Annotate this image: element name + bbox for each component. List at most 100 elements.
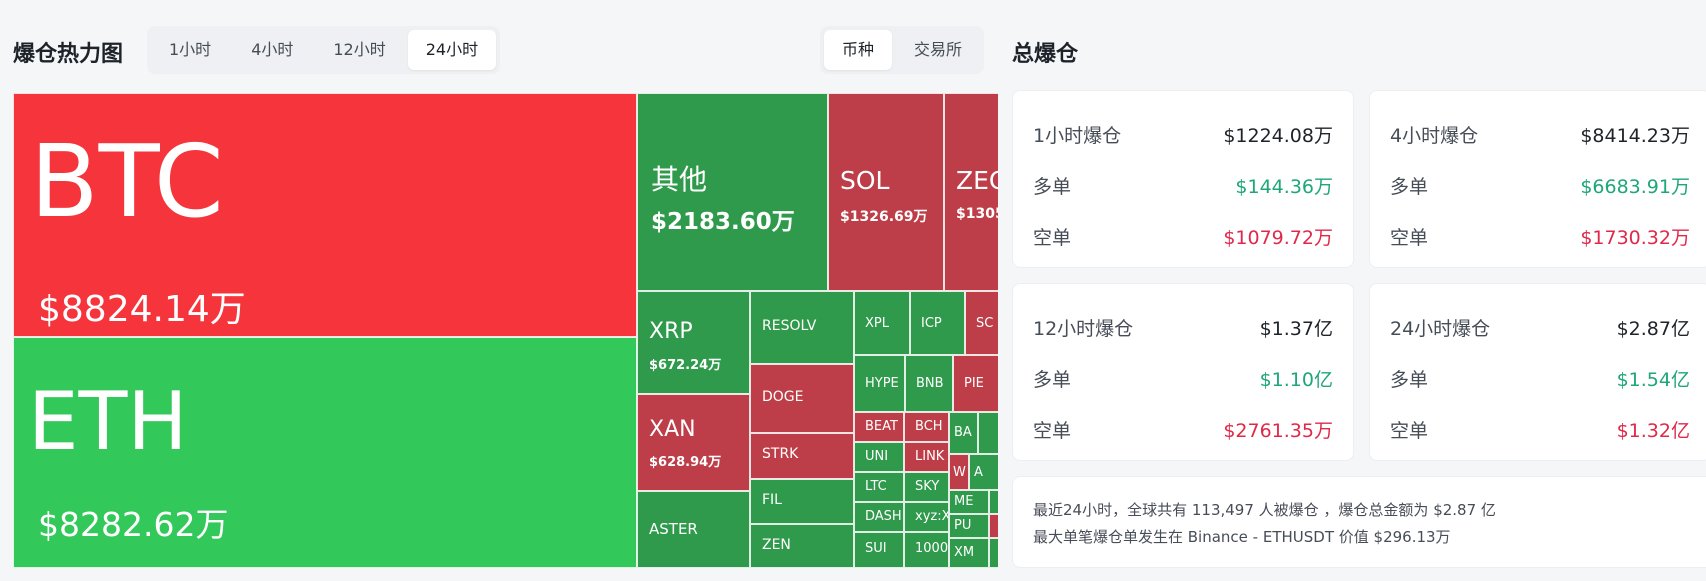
- tile-zec-symbol: ZEC: [956, 166, 998, 195]
- timeframe-12h[interactable]: 12小时: [333, 40, 386, 59]
- card-1h-total: $1224.08万: [1223, 125, 1333, 147]
- tile-ltc[interactable]: LTC: [854, 472, 904, 502]
- tile-fil[interactable]: FIL: [750, 479, 854, 524]
- tile-sky-symbol: SKY: [915, 479, 940, 494]
- card-4h-total: $8414.23万: [1580, 125, 1690, 147]
- tile-xpl[interactable]: XPL: [854, 291, 910, 355]
- tile-other-value: $2183.60万: [651, 209, 795, 235]
- tile-beat[interactable]: BEAT: [854, 412, 904, 442]
- tile-zec-value: $1305: [956, 206, 998, 222]
- tile-uni[interactable]: UNI: [854, 442, 904, 472]
- tile-me-symbol: ME: [954, 494, 974, 509]
- totals-title: 总爆仓: [1012, 42, 1079, 67]
- tile-eth[interactable]: ETH $8282.62万: [13, 337, 637, 568]
- tile-xm-symbol: XM: [954, 545, 975, 560]
- tile-btc[interactable]: BTC $8824.14万: [13, 93, 637, 337]
- card-1h-long-label: 多单: [1033, 176, 1072, 198]
- tile-icp[interactable]: ICP: [910, 291, 965, 355]
- tile-me-2[interactable]: [989, 490, 998, 514]
- tile-xyz-symbol: xyz:X: [915, 509, 949, 524]
- tile-resolv-symbol: RESOLV: [762, 318, 817, 334]
- tile-a[interactable]: A: [969, 454, 998, 490]
- card-24h-total: $2.87亿: [1616, 318, 1690, 340]
- tile-sol[interactable]: SOL $1326.69万: [828, 93, 944, 291]
- tile-zec[interactable]: ZEC $1305: [944, 93, 998, 291]
- tile-pu[interactable]: PU: [949, 514, 989, 538]
- tile-resolv[interactable]: RESOLV: [750, 291, 854, 364]
- tile-ba-symbol: BA: [954, 425, 972, 440]
- tile-xyz[interactable]: xyz:X: [904, 502, 949, 532]
- group-by-exchange[interactable]: 交易所: [914, 40, 963, 59]
- tile-w[interactable]: W: [949, 454, 969, 490]
- tile-btc-symbol: BTC: [30, 123, 224, 240]
- tile-xan-value: $628.94万: [649, 455, 722, 470]
- tile-dash[interactable]: DASH: [854, 502, 904, 532]
- tile-link-symbol: LINK: [915, 449, 945, 464]
- tile-sui[interactable]: SUI: [854, 532, 904, 568]
- tile-bnb-symbol: BNB: [916, 376, 944, 391]
- tile-ba[interactable]: BA: [949, 412, 978, 454]
- group-by-coin[interactable]: 币种: [824, 30, 893, 70]
- tile-xrp-value: $672.24万: [649, 358, 722, 373]
- liquidation-heatmap: BTC $8824.14万 ETH $8282.62万 其他 $2183.60万…: [13, 93, 998, 568]
- tile-eth-value: $8282.62万: [38, 505, 229, 544]
- tile-bch-symbol: BCH: [915, 419, 943, 434]
- card-1h-long: $144.36万: [1235, 176, 1333, 198]
- tile-other[interactable]: 其他 $2183.60万: [637, 93, 828, 291]
- tile-me[interactable]: ME: [949, 490, 989, 514]
- card-1h-short: $1079.72万: [1223, 227, 1333, 249]
- tile-beat-symbol: BEAT: [865, 419, 898, 434]
- tile-xrp[interactable]: XRP $672.24万: [637, 291, 750, 394]
- card-24h-short-label: 空单: [1390, 420, 1429, 442]
- tile-sol-symbol: SOL: [840, 166, 890, 195]
- tile-strk[interactable]: STRK: [750, 433, 854, 479]
- tile-sky[interactable]: SKY: [904, 472, 949, 502]
- card-12h-long-label: 多单: [1033, 369, 1072, 391]
- timeframe-1h[interactable]: 1小时: [169, 40, 212, 59]
- heatmap-title: 爆仓热力图: [13, 42, 124, 67]
- tile-hype[interactable]: HYPE: [854, 355, 905, 412]
- tile-w-symbol: W: [953, 465, 966, 480]
- card-4h-label: 4小时爆仓: [1390, 125, 1479, 147]
- tile-sc-symbol: SC: [976, 316, 994, 331]
- tile-hype-symbol: HYPE: [865, 376, 899, 391]
- tile-doge-symbol: DOGE: [762, 389, 804, 405]
- summary-line-1: 最近24小时，全球共有 113,497 人被爆仓 ，爆仓总金额为 $2.87 亿: [1033, 501, 1496, 519]
- tile-btc-value: $8824.14万: [38, 289, 246, 330]
- tile-bnb[interactable]: BNB: [905, 355, 953, 412]
- summary-line-2: 最大单笔爆仓单发生在 Binance - ETHUSDT 价值 $296.13万: [1033, 528, 1451, 546]
- tile-xan[interactable]: XAN $628.94万: [637, 394, 750, 491]
- tile-xm[interactable]: XM: [949, 538, 989, 568]
- tile-aster-symbol: ASTER: [649, 520, 698, 538]
- tile-dash-symbol: DASH: [865, 509, 902, 524]
- card-1h-short-label: 空单: [1033, 227, 1072, 249]
- tile-1000[interactable]: 1000: [904, 532, 949, 568]
- card-24h-long-label: 多单: [1390, 369, 1429, 391]
- tile-xrp-symbol: XRP: [649, 319, 693, 344]
- tile-ba-2[interactable]: [978, 412, 998, 454]
- tile-bch[interactable]: BCH: [904, 412, 949, 442]
- timeframe-4h[interactable]: 4小时: [251, 40, 294, 59]
- tile-link[interactable]: LINK: [904, 442, 949, 472]
- tile-aster[interactable]: ASTER: [637, 491, 750, 568]
- tile-doge[interactable]: DOGE: [750, 364, 854, 433]
- tile-pu-2[interactable]: [989, 514, 998, 538]
- card-12h-total: $1.37亿: [1259, 318, 1333, 340]
- timeframe-selector: 1小时 4小时 12小时 24小时: [147, 26, 501, 74]
- tile-sc[interactable]: SC: [965, 291, 998, 355]
- tile-zen-symbol: ZEN: [762, 537, 791, 553]
- tile-1000-symbol: 1000: [915, 541, 949, 556]
- tile-eth-symbol: ETH: [28, 375, 188, 468]
- tile-zen[interactable]: ZEN: [750, 524, 854, 568]
- timeframe-24h[interactable]: 24小时: [407, 30, 497, 70]
- card-12h: 12小时爆仓 $1.37亿 多单 $1.10亿 空单 $2761.35万: [1012, 283, 1354, 461]
- card-4h-long-label: 多单: [1390, 176, 1429, 198]
- tile-icp-symbol: ICP: [921, 316, 942, 331]
- card-24h-short: $1.32亿: [1616, 420, 1690, 442]
- tile-xm-2[interactable]: [989, 538, 998, 568]
- tile-sol-value: $1326.69万: [840, 209, 928, 225]
- tile-pie[interactable]: PIE: [953, 355, 998, 412]
- card-12h-label: 12小时爆仓: [1033, 318, 1134, 340]
- card-24h: 24小时爆仓 $2.87亿 多单 $1.54亿 空单 $1.32亿: [1369, 283, 1706, 461]
